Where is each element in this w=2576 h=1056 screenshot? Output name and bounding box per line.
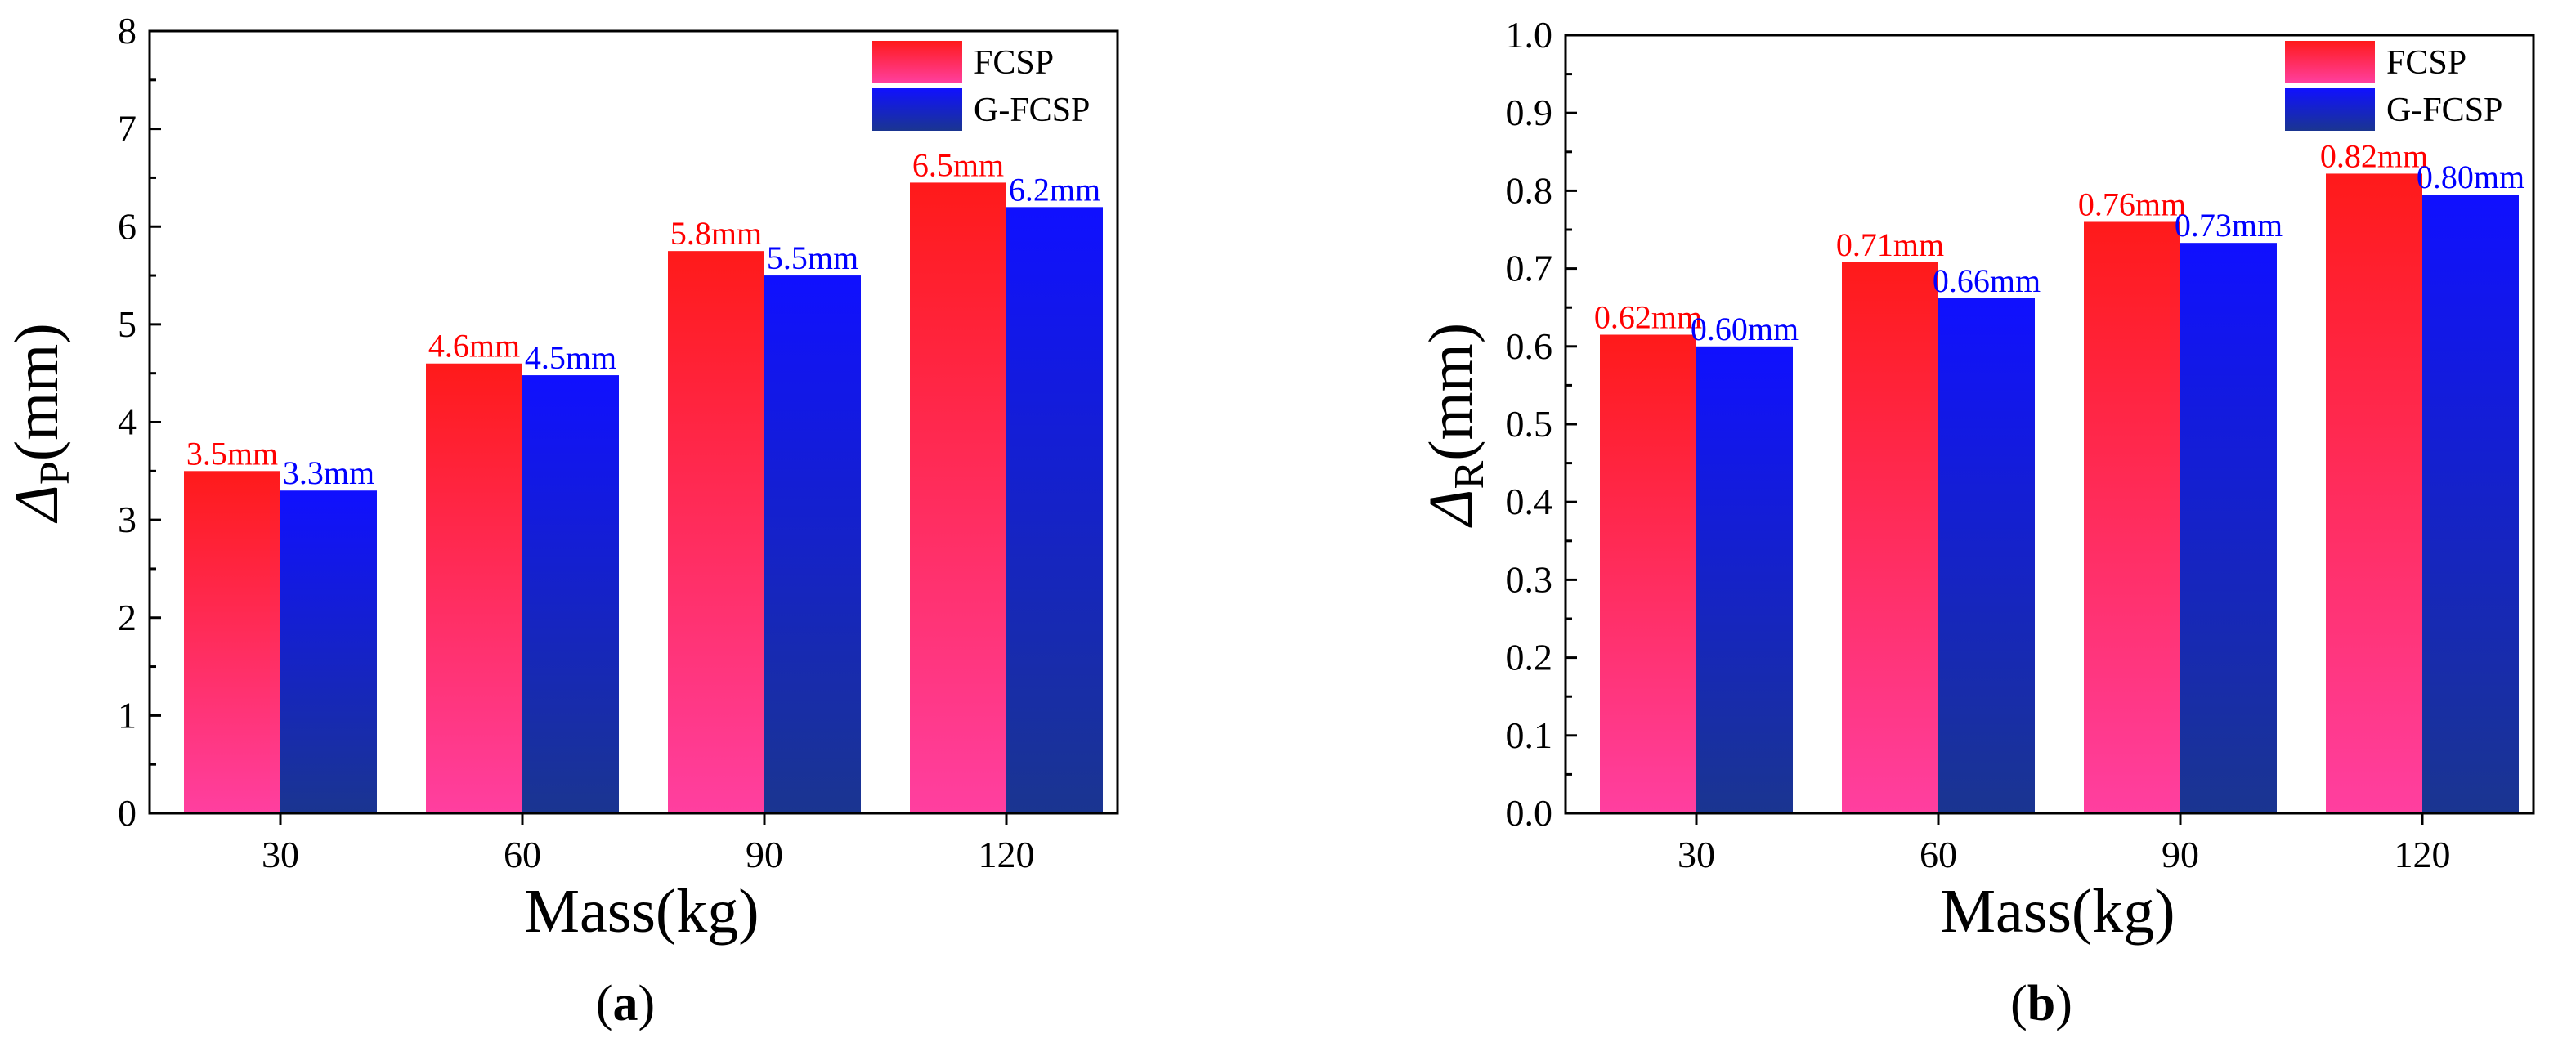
y-tick-label: 7 bbox=[118, 108, 137, 150]
caption-letter: a bbox=[613, 976, 638, 1031]
caption-letter: b bbox=[2027, 976, 2055, 1031]
y-tick-label: 0.3 bbox=[1506, 558, 1553, 600]
y-axis-subscript: P bbox=[32, 461, 78, 485]
data-label-gfcsp-90: 0.73mm bbox=[2175, 207, 2283, 244]
y-tick-label: 0.9 bbox=[1506, 92, 1553, 133]
chart-panel-b: 0.62mm0.71mm0.76mm0.82mm0.60mm0.66mm0.73… bbox=[1417, 14, 2535, 1031]
bar-gfcsp-90 bbox=[764, 275, 861, 813]
x-tick-label-120: 120 bbox=[2395, 834, 2451, 875]
caption-open-paren: ( bbox=[596, 976, 613, 1031]
data-label-fcsp-120: 0.82mm bbox=[2320, 137, 2428, 174]
data-label-fcsp-30: 3.5mm bbox=[186, 435, 278, 472]
legend: FCSP G-FCSP bbox=[872, 41, 1090, 131]
legend: FCSP G-FCSP bbox=[2285, 41, 2502, 131]
data-label-fcsp-60: 0.71mm bbox=[1836, 226, 1944, 263]
y-axis-unit: (mm) bbox=[1417, 323, 1485, 461]
data-label-fcsp-60: 4.6mm bbox=[428, 328, 520, 365]
y-axis-title: ΔP(mm) bbox=[2, 323, 78, 523]
y-tick-label: 0.1 bbox=[1506, 714, 1553, 756]
caption-open-paren: ( bbox=[2010, 976, 2027, 1031]
legend-label-gfcsp: G-FCSP bbox=[2386, 92, 2502, 129]
y-axis-title: ΔR(mm) bbox=[1417, 323, 1493, 528]
legend-swatch-fcsp bbox=[872, 41, 962, 83]
data-label-fcsp-30: 0.62mm bbox=[1594, 299, 1702, 336]
x-axis-title: Mass(kg) bbox=[524, 877, 759, 946]
bar-fcsp-120 bbox=[2326, 173, 2422, 813]
data-label-gfcsp-90: 5.5mm bbox=[767, 239, 858, 276]
legend-label-fcsp: FCSP bbox=[974, 44, 1054, 82]
data-label-gfcsp-30: 0.60mm bbox=[1691, 311, 1799, 347]
y-tick-label: 6 bbox=[118, 205, 137, 247]
y-tick-label: 1 bbox=[118, 694, 137, 736]
data-label-gfcsp-120: 0.80mm bbox=[2417, 159, 2524, 195]
chart-panel-a: 3.5mm 4.6mm 5.8mm 6.5mm 3.3mm 4.5mm 5.5mm 6.2mm… bbox=[2, 10, 1119, 1031]
bar-gfcsp-90 bbox=[2180, 243, 2277, 814]
y-tick-label: 0.4 bbox=[1506, 481, 1553, 522]
bar-gfcsp-30 bbox=[280, 490, 377, 813]
data-label-gfcsp-120: 6.2mm bbox=[1009, 171, 1100, 208]
bar-gfcsp-120 bbox=[2422, 195, 2519, 813]
y-tick-label: 0.8 bbox=[1506, 169, 1553, 211]
y-tick-label: 8 bbox=[118, 10, 137, 51]
legend-swatch-gfcsp bbox=[872, 88, 962, 131]
y-tick-label: 0.5 bbox=[1506, 403, 1553, 445]
y-tick-label: 0.0 bbox=[1506, 792, 1553, 834]
data-label-gfcsp-30: 3.3mm bbox=[283, 454, 374, 491]
bar-fcsp-120 bbox=[910, 182, 1006, 813]
x-tick-label-60: 60 bbox=[504, 834, 541, 875]
bar-fcsp-30 bbox=[184, 471, 280, 813]
data-label-fcsp-120: 6.5mm bbox=[912, 146, 1004, 183]
x-tick-label-90: 90 bbox=[2162, 834, 2199, 875]
y-tick-label: 5 bbox=[118, 303, 137, 345]
bar-gfcsp-60 bbox=[1938, 298, 2035, 813]
y-tick-label: 0.2 bbox=[1506, 637, 1553, 678]
y-axis-unit: (mm) bbox=[2, 323, 71, 461]
bar-fcsp-60 bbox=[426, 363, 522, 814]
x-axis-title: Mass(kg) bbox=[1940, 877, 2175, 946]
legend-label-fcsp: FCSP bbox=[2386, 44, 2466, 82]
y-axis-subscript: R bbox=[1446, 460, 1493, 489]
bar-fcsp-60 bbox=[1842, 262, 1938, 813]
panel-caption: (a) bbox=[596, 976, 655, 1031]
y-tick-label: 4 bbox=[118, 401, 137, 443]
y-tick-label: 0.7 bbox=[1506, 248, 1553, 289]
y-axis-symbol: Δ bbox=[1417, 489, 1485, 528]
bar-fcsp-30 bbox=[1600, 334, 1696, 813]
x-tick-label-60: 60 bbox=[1920, 834, 1957, 875]
caption-close-paren: ) bbox=[638, 976, 656, 1031]
panel-caption: (b) bbox=[2010, 976, 2072, 1031]
bar-fcsp-90 bbox=[2084, 221, 2180, 814]
bar-fcsp-90 bbox=[668, 251, 764, 813]
legend-label-gfcsp: G-FCSP bbox=[974, 92, 1090, 129]
y-tick-label: 2 bbox=[118, 597, 137, 638]
data-label-fcsp-90: 0.76mm bbox=[2078, 186, 2186, 222]
bar-gfcsp-60 bbox=[522, 375, 619, 814]
data-label-gfcsp-60: 0.66mm bbox=[1933, 262, 2041, 299]
bar-gfcsp-120 bbox=[1006, 207, 1103, 813]
caption-close-paren: ) bbox=[2055, 976, 2072, 1031]
y-tick-label: 0.6 bbox=[1506, 325, 1553, 367]
y-tick-label: 0 bbox=[118, 792, 137, 834]
y-axis-symbol: Δ bbox=[2, 485, 71, 524]
data-label-gfcsp-60: 4.5mm bbox=[525, 339, 616, 376]
legend-swatch-fcsp bbox=[2285, 41, 2375, 83]
y-tick-label: 1.0 bbox=[1506, 14, 1553, 56]
bar-gfcsp-30 bbox=[1696, 346, 1793, 813]
data-label-fcsp-90: 5.8mm bbox=[670, 215, 762, 252]
legend-swatch-gfcsp bbox=[2285, 88, 2375, 131]
x-tick-label-120: 120 bbox=[979, 834, 1035, 875]
x-tick-label-90: 90 bbox=[746, 834, 783, 875]
y-tick-label: 3 bbox=[118, 499, 137, 540]
x-tick-label-30: 30 bbox=[1678, 834, 1715, 875]
x-tick-label-30: 30 bbox=[262, 834, 299, 875]
